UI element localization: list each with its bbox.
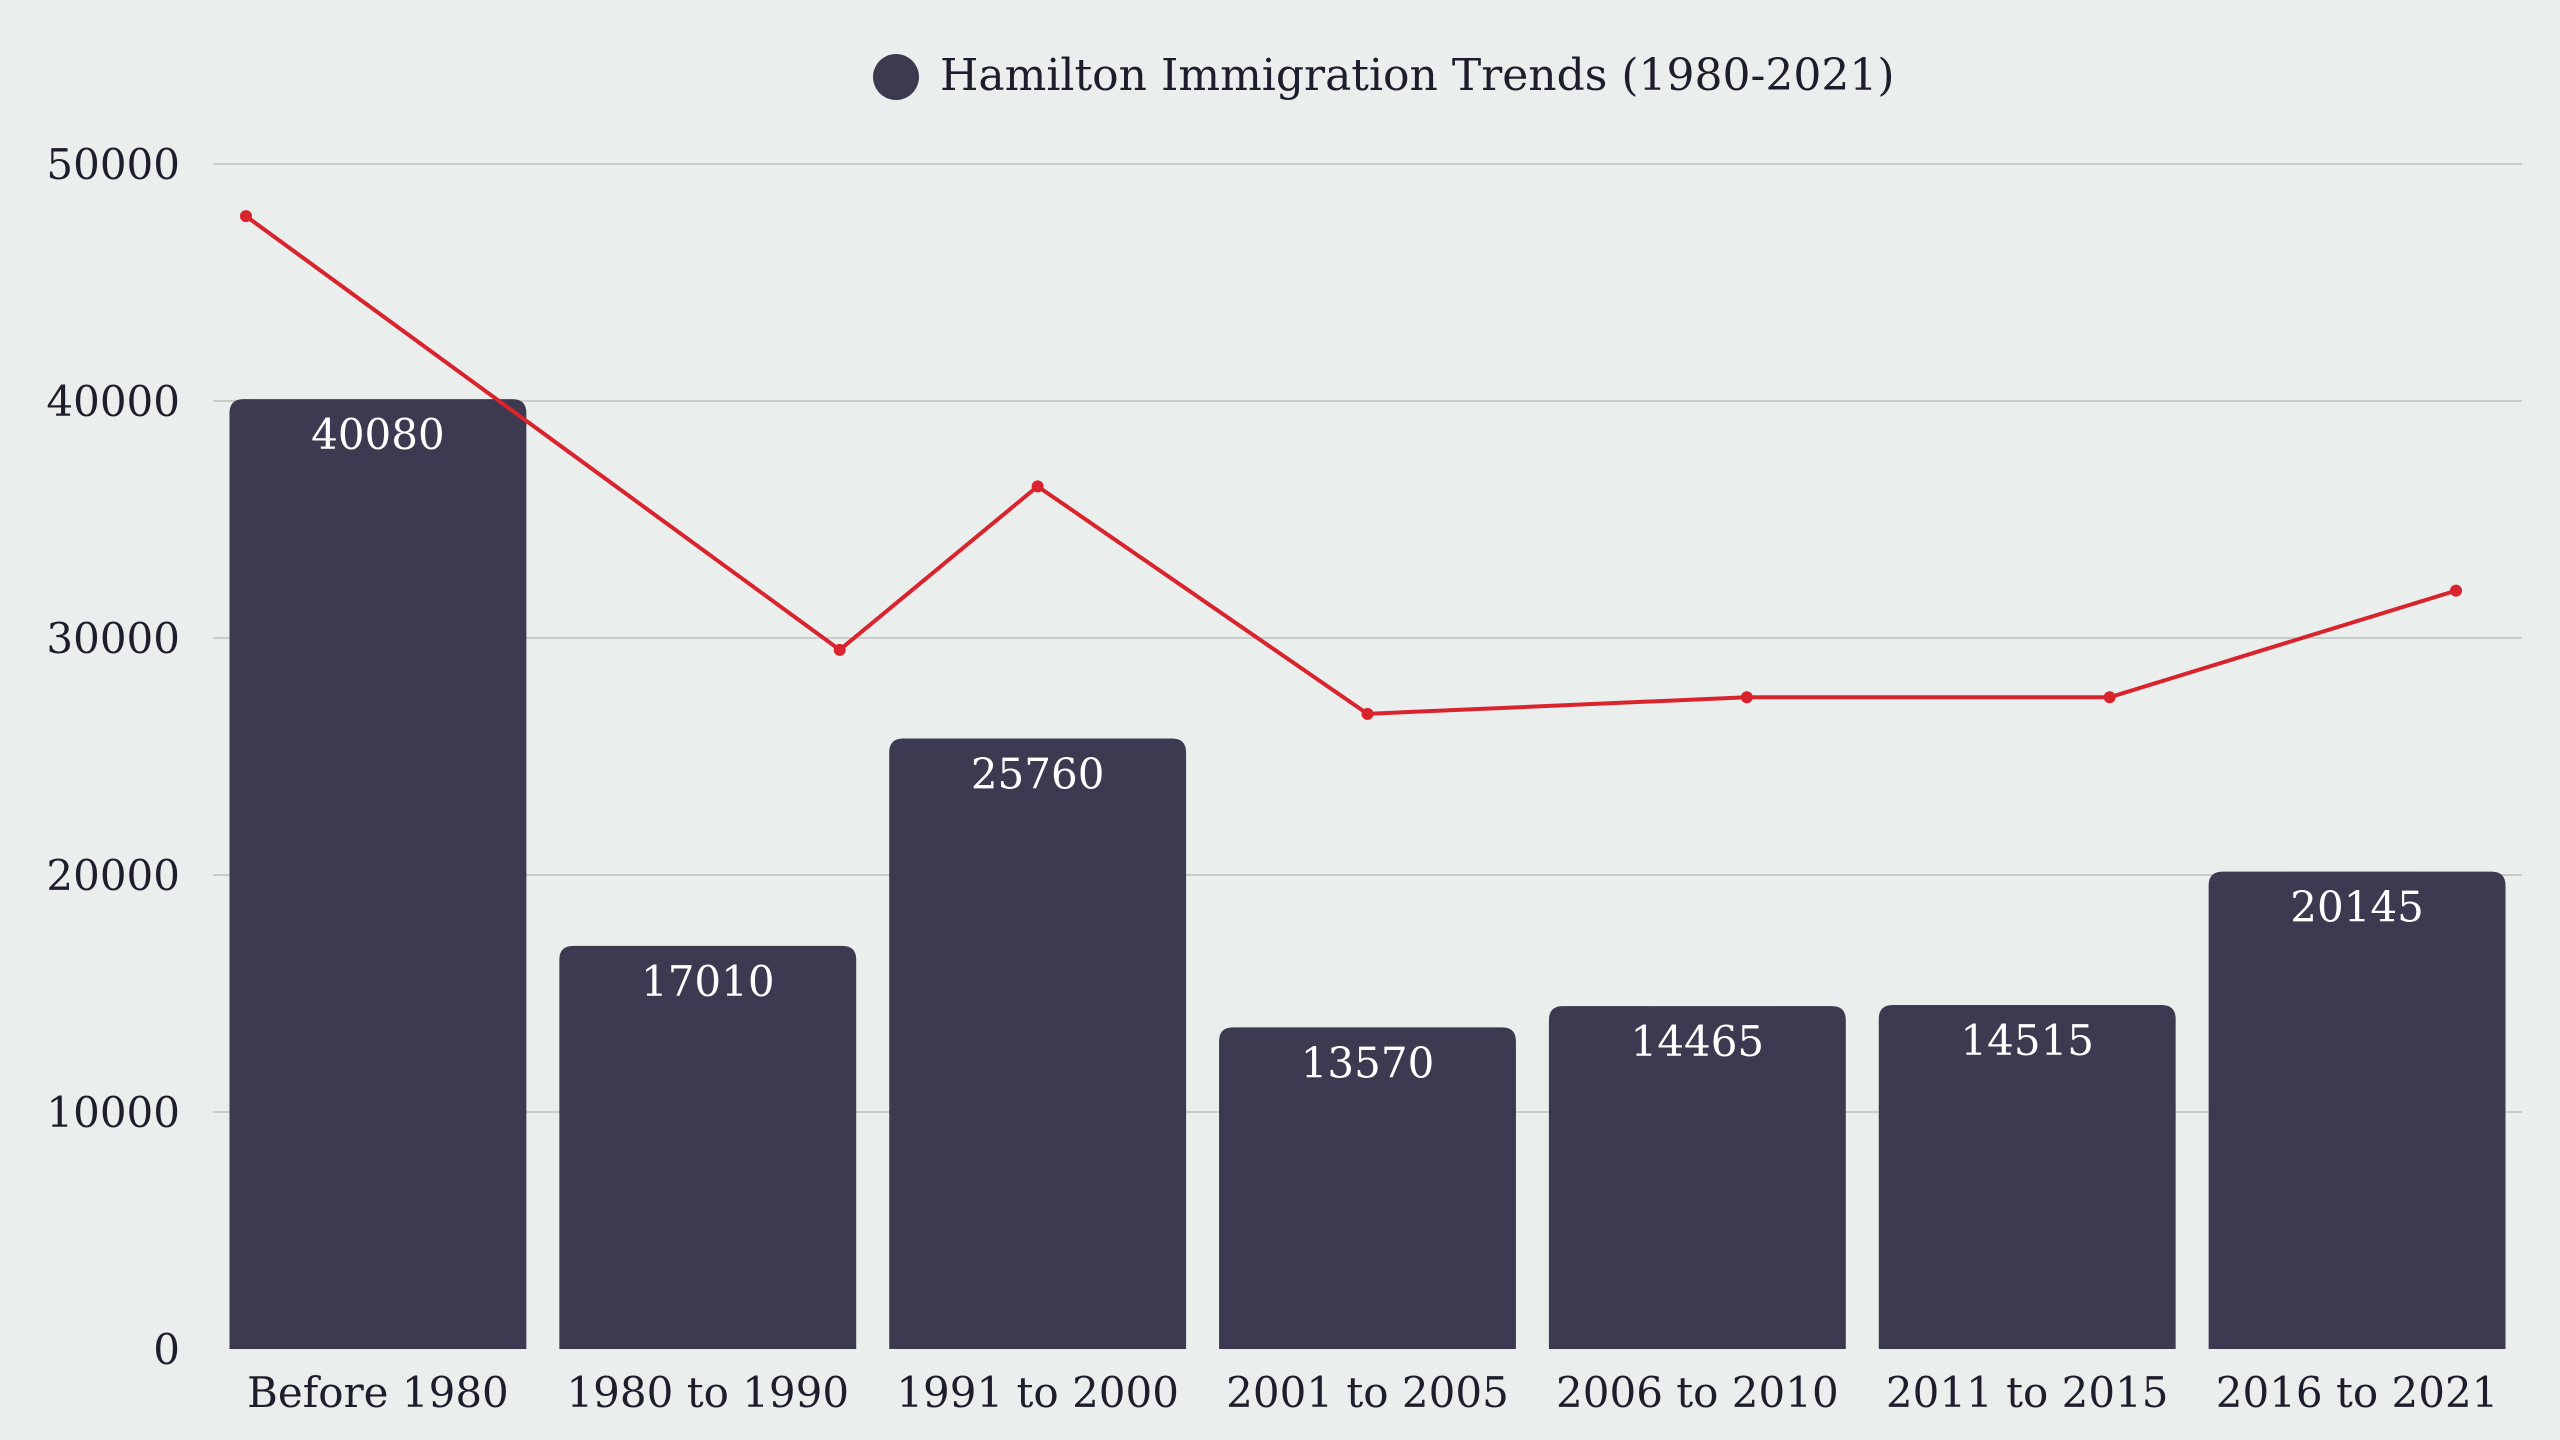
bar-data-label: 14515 xyxy=(1960,1016,2094,1065)
x-tick-label: 1991 to 2000 xyxy=(896,1368,1179,1417)
bar xyxy=(559,945,857,1349)
bar xyxy=(1878,1004,2176,1349)
y-tick-label: 0 xyxy=(153,1325,180,1374)
bar-data-label: 14465 xyxy=(1631,1017,1765,1066)
x-tick-label: Before 1980 xyxy=(247,1368,509,1417)
line-layer xyxy=(239,210,2463,720)
line-point xyxy=(2450,584,2463,597)
bar xyxy=(1548,1006,1846,1349)
y-tick-label: 50000 xyxy=(46,140,180,189)
line-point xyxy=(1740,691,1753,704)
x-tick-label: 2001 to 2005 xyxy=(1226,1368,1509,1417)
bar-data-label: 20145 xyxy=(2290,883,2424,932)
line-point xyxy=(833,643,846,656)
y-tick-label: 40000 xyxy=(46,377,180,426)
y-tick-label: 30000 xyxy=(46,614,180,663)
label-layer: 40080 17010 25760 13570 14465 14515 20145 xyxy=(311,410,2424,1087)
axis-layer: 0 10000 20000 30000 40000 50000 Before 1980 198… xyxy=(46,140,2498,1417)
bar-data-label: 25760 xyxy=(971,749,1105,798)
line-point xyxy=(1031,480,1044,493)
line-point xyxy=(239,210,252,223)
bar xyxy=(2208,871,2506,1349)
x-tick-label: 1980 to 1990 xyxy=(566,1368,849,1417)
line-point xyxy=(1361,707,1374,720)
bar xyxy=(229,399,527,1349)
bar-data-label: 13570 xyxy=(1301,1038,1435,1087)
x-tick-label: 2011 to 2015 xyxy=(1886,1368,2169,1417)
bar-layer xyxy=(229,399,2506,1349)
bar xyxy=(1219,1027,1516,1349)
bar-data-label: 40080 xyxy=(311,410,445,459)
x-tick-label: 2006 to 2010 xyxy=(1556,1368,1839,1417)
line-point xyxy=(2103,691,2116,704)
bar xyxy=(889,738,1187,1349)
x-tick-label: 2016 to 2021 xyxy=(2216,1368,2499,1417)
legend-label: Hamilton Immigration Trends (1980-2021) xyxy=(940,50,1895,101)
legend: Hamilton Immigration Trends (1980-2021) xyxy=(873,50,1895,101)
series-line xyxy=(244,214,2457,716)
y-tick-label: 10000 xyxy=(46,1088,180,1137)
bar-data-label: 17010 xyxy=(641,957,775,1006)
y-tick-label: 20000 xyxy=(46,851,180,900)
legend-swatch xyxy=(873,54,919,100)
